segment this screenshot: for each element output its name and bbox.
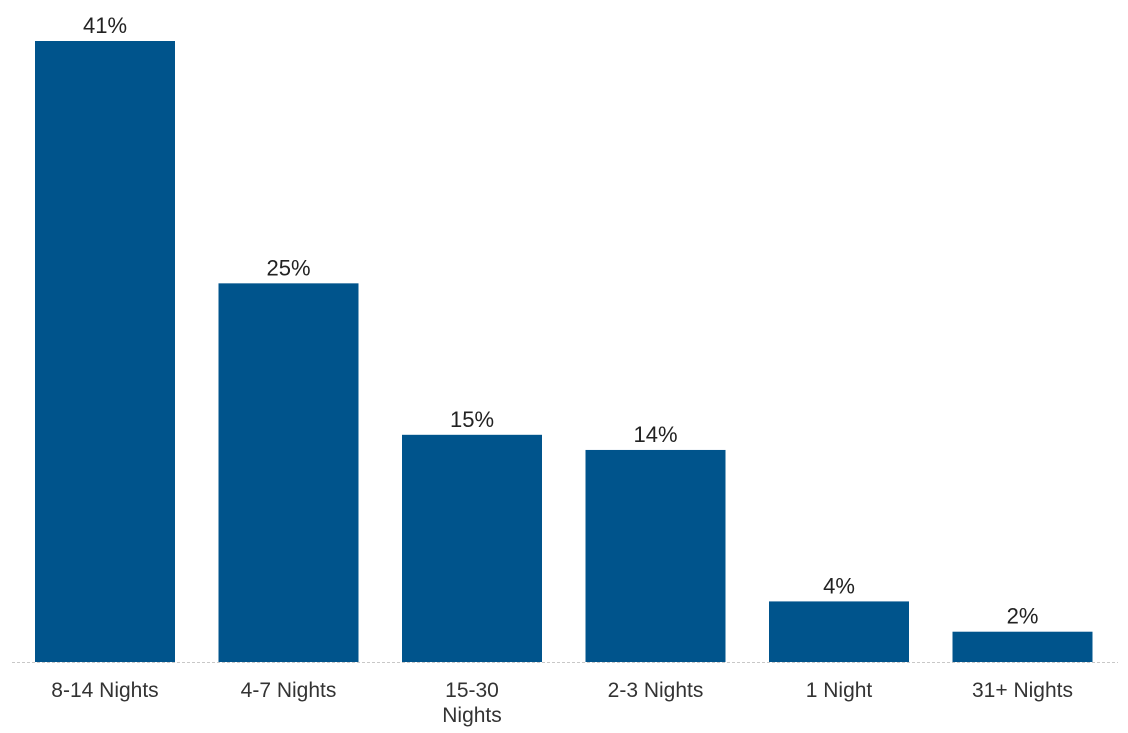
x-tick-label-line: 2-3 Nights [608,679,704,702]
bar-4 [585,449,726,662]
bar-3 [402,434,542,662]
bar-6 [952,631,1093,662]
x-tick-label-line: 1 Night [806,679,873,702]
x-tick-label-line: 31+ Nights [972,679,1073,702]
value-label-6: 2% [1007,604,1039,629]
value-label-5: 4% [823,573,855,598]
x-tick-label-1: 8-14 Nights [51,679,158,702]
value-label-2: 25% [266,255,310,280]
x-tick-label-line: 4-7 Nights [241,679,337,702]
x-tick-labels-group: 8-14 Nights 4-7 Nights 15-30 Nights 2-3 Nigh… [51,679,1073,727]
bars-group [35,41,1093,662]
x-tick-label-2: 4-7 Nights [241,679,337,702]
x-tick-label-6: 31+ Nights [972,679,1073,702]
x-tick-label-line: 15-30 [445,679,499,702]
x-tick-label-line: 8-14 Nights [51,679,158,702]
bar-2 [218,283,359,662]
x-tick-label-line: Nights [442,704,502,727]
bar-5 [769,601,909,662]
x-tick-label-4: 2-3 Nights [608,679,704,702]
value-label-4: 14% [633,422,677,447]
x-tick-label-5: 1 Night [806,679,873,702]
x-tick-label-3: 15-30 Nights [442,679,502,727]
value-label-1: 41% [83,13,127,38]
bar-1 [35,41,175,662]
value-labels-group: 41% 25% 15% 14% 4% 2% [83,13,1038,629]
value-label-3: 15% [450,407,494,432]
